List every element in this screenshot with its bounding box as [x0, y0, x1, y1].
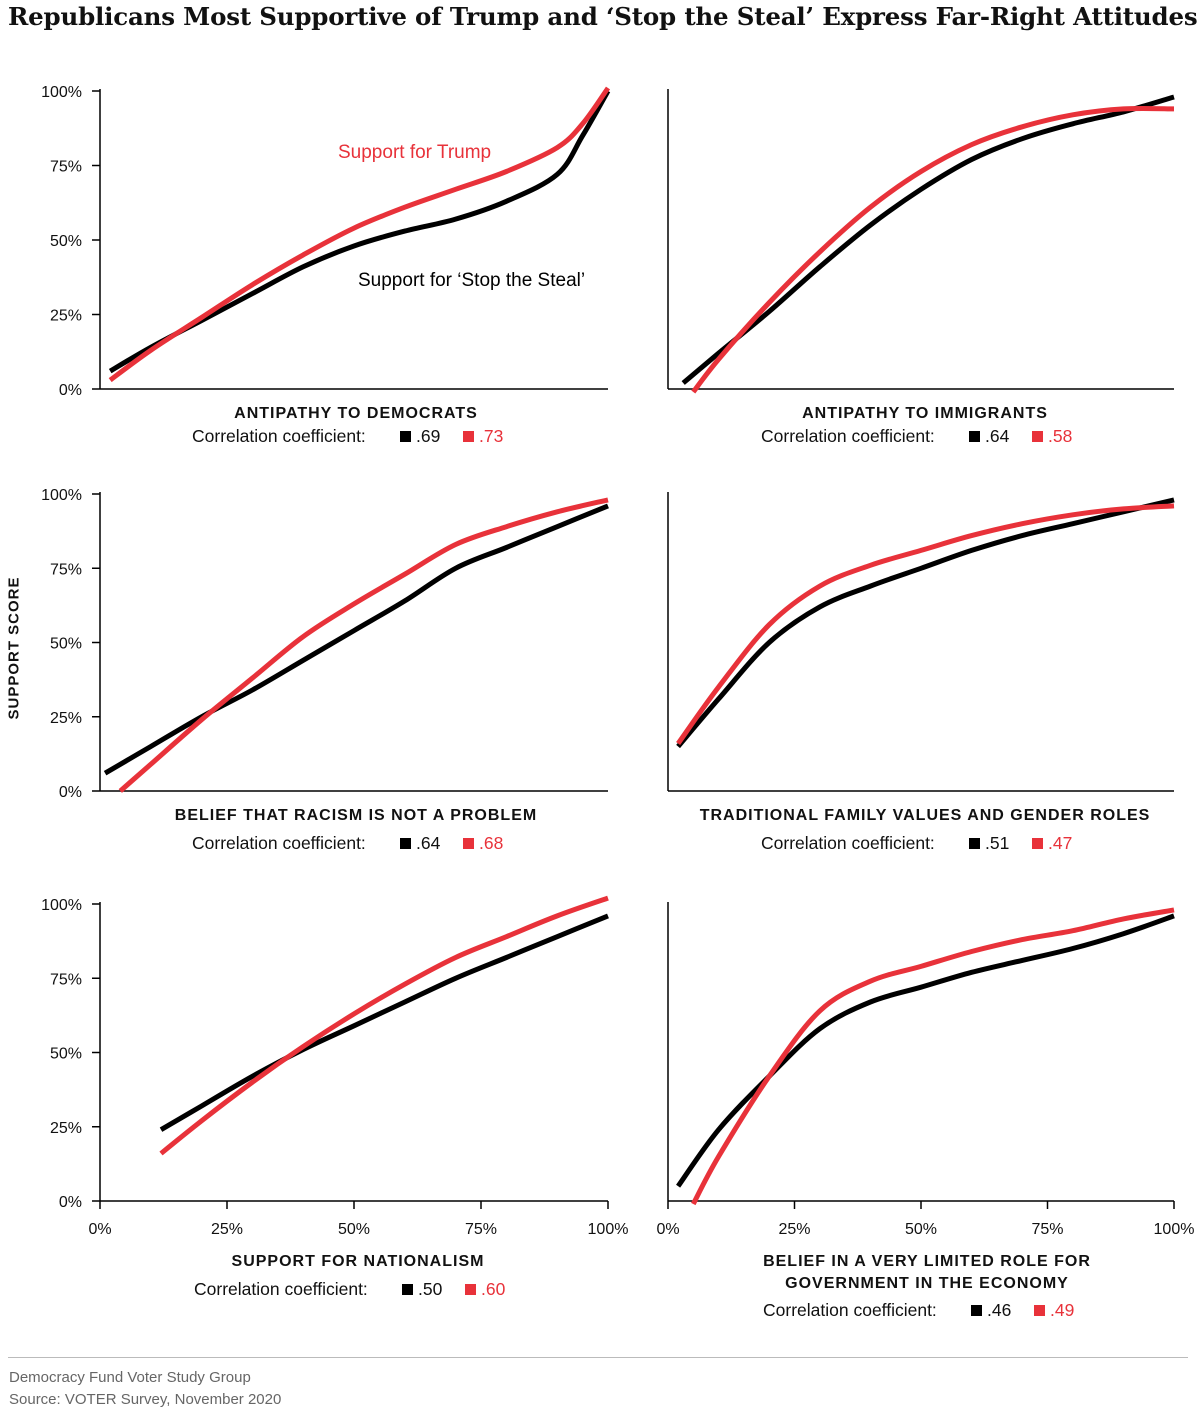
- x-tick-label: 25%: [778, 1221, 810, 1238]
- trump-line: [159, 895, 609, 1156]
- legend-swatch-trump: [1034, 1305, 1045, 1316]
- chart-panel-6: 0% 25% 50% 75% 100% BELIEF IN A VERY LIMITED …: [656, 902, 1194, 1320]
- y-tick-label: 100%: [41, 84, 82, 101]
- legend-swatch-trump: [463, 431, 474, 442]
- trump-line: [676, 503, 1175, 745]
- legend-swatch-trump: [1032, 431, 1043, 442]
- y-tick-label: 0%: [59, 382, 82, 399]
- legend-swatch-trump: [463, 838, 474, 849]
- correlation-trump: .58: [1048, 426, 1072, 446]
- y-tick-label: 50%: [50, 233, 82, 250]
- y-tick-label: 0%: [59, 784, 82, 801]
- trump-line: [691, 907, 1175, 1206]
- legend-swatch-trump: [465, 1284, 476, 1295]
- footer-source: Source: VOTER Survey, November 2020: [9, 1391, 282, 1408]
- annotation-stop-the-steal: Support for ‘Stop the Steal’: [358, 270, 585, 291]
- legend-swatch-stop-the-steal: [969, 431, 980, 442]
- stop-the-steal-line: [159, 913, 609, 1132]
- x-tick-label: 0%: [656, 1221, 679, 1238]
- x-tick-label: 50%: [338, 1221, 370, 1238]
- correlation-trump: .73: [479, 426, 503, 446]
- stop-the-steal-line: [103, 503, 609, 776]
- trump-line: [691, 105, 1175, 394]
- legend-swatch-stop-the-steal: [969, 838, 980, 849]
- y-tick-label: 100%: [41, 897, 82, 914]
- trump-line: [108, 86, 611, 383]
- y-tick-label: 25%: [50, 710, 82, 727]
- correlation-stop-the-steal: .46: [987, 1300, 1011, 1320]
- y-tick-label: 100%: [41, 487, 82, 504]
- x-tick-label: 100%: [588, 1221, 629, 1238]
- chart-panel-1: 0% 25% 50% 75% 100% Support for Trump Support …: [41, 84, 611, 446]
- annotation-trump: Support for Trump: [338, 142, 491, 163]
- correlation-label: Correlation coefficient:: [763, 1300, 937, 1320]
- footer-org: Democracy Fund Voter Study Group: [9, 1369, 251, 1386]
- correlation-label: Correlation coefficient:: [192, 426, 366, 446]
- y-tick-label: 75%: [50, 971, 82, 988]
- chart-panel-2: ANTIPATHY TO IMMIGRANTS Correlation coeff…: [667, 89, 1175, 446]
- x-tick-label: 75%: [1031, 1221, 1063, 1238]
- x-tick-label: 75%: [465, 1221, 497, 1238]
- trump-line: [118, 497, 609, 793]
- correlation-trump: .68: [479, 833, 503, 853]
- correlation-stop-the-steal: .51: [985, 833, 1009, 853]
- panel-title: ANTIPATHY TO DEMOCRATS: [234, 405, 478, 422]
- correlation-trump: .47: [1048, 833, 1072, 853]
- panel-title: TRADITIONAL FAMILY VALUES AND GENDER ROL…: [700, 807, 1151, 824]
- chart-panel-3: 0% 25% 50% 75% 100% BELIEF THAT RACISM IS NOT…: [41, 487, 609, 853]
- correlation-label: Correlation coefficient:: [761, 833, 935, 853]
- y-tick-label: 25%: [50, 1120, 82, 1137]
- correlation-stop-the-steal: .64: [985, 426, 1010, 446]
- panel-title: BELIEF THAT RACISM IS NOT A PROBLEM: [175, 807, 537, 824]
- y-tick-label: 25%: [50, 308, 82, 325]
- x-tick-label: 100%: [1154, 1221, 1195, 1238]
- panel-title: ANTIPATHY TO IMMIGRANTS: [802, 405, 1048, 422]
- correlation-label: Correlation coefficient:: [194, 1279, 368, 1299]
- y-tick-label: 0%: [59, 1194, 82, 1211]
- x-tick-label: 0%: [88, 1221, 111, 1238]
- correlation-stop-the-steal: .69: [416, 426, 440, 446]
- correlation-label: Correlation coefficient:: [192, 833, 366, 853]
- panel-title: BELIEF IN A VERY LIMITED ROLE FOR GOVERNM…: [763, 1253, 1091, 1292]
- footer-divider: [8, 1357, 1188, 1358]
- stop-the-steal-line: [676, 913, 1175, 1188]
- x-tick-label: 50%: [905, 1221, 937, 1238]
- correlation-label: Correlation coefficient:: [761, 426, 935, 446]
- y-tick-label: 75%: [50, 159, 82, 176]
- correlation-trump: .60: [481, 1279, 506, 1299]
- page-title: Republicans Most Supportive of Trump and…: [8, 2, 1198, 31]
- correlation-stop-the-steal: .64: [416, 833, 441, 853]
- legend-swatch-stop-the-steal: [402, 1284, 413, 1295]
- legend-swatch-stop-the-steal: [400, 431, 411, 442]
- chart-panel-4: TRADITIONAL FAMILY VALUES AND GENDER ROL…: [667, 492, 1175, 853]
- chart-panel-5: 0% 25% 50% 75% 100% 0% 25% 50% 75% 100% SUPPORT FO…: [41, 895, 629, 1299]
- y-tick-label: 50%: [50, 636, 82, 653]
- correlation-stop-the-steal: .50: [418, 1279, 443, 1299]
- small-multiples-charts: 0% 25% 50% 75% 100% Support for Trump Support …: [41, 84, 1194, 1320]
- panel-title: SUPPORT FOR NATIONALISM: [232, 1253, 485, 1270]
- legend-swatch-trump: [1032, 838, 1043, 849]
- correlation-trump: .49: [1050, 1300, 1074, 1320]
- legend-swatch-stop-the-steal: [400, 838, 411, 849]
- stop-the-steal-line: [676, 497, 1175, 749]
- legend-swatch-stop-the-steal: [971, 1305, 982, 1316]
- x-tick-label: 25%: [211, 1221, 243, 1238]
- y-tick-label: 75%: [50, 561, 82, 578]
- stop-the-steal-line: [681, 94, 1175, 385]
- y-tick-label: 50%: [50, 1046, 82, 1063]
